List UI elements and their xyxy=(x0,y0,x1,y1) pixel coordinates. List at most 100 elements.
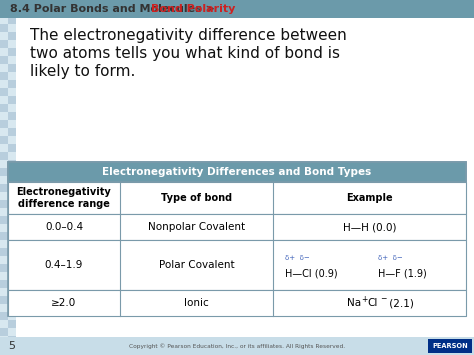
Bar xyxy=(240,152,248,160)
Bar xyxy=(120,144,128,152)
Bar xyxy=(120,200,128,208)
Bar xyxy=(176,176,184,184)
Bar xyxy=(128,304,136,312)
Bar xyxy=(464,64,472,72)
Bar xyxy=(104,168,112,176)
Bar xyxy=(120,264,128,272)
Bar xyxy=(400,264,408,272)
Bar xyxy=(208,64,216,72)
Bar xyxy=(416,352,424,355)
Bar xyxy=(168,136,176,144)
Bar xyxy=(312,320,320,328)
Bar xyxy=(176,304,184,312)
Bar xyxy=(0,200,8,208)
Bar xyxy=(176,200,184,208)
Bar xyxy=(112,24,120,32)
Bar xyxy=(288,88,296,96)
Bar xyxy=(272,344,280,352)
Bar xyxy=(80,208,88,216)
Bar xyxy=(432,16,440,24)
Bar xyxy=(224,0,232,8)
Bar xyxy=(416,200,424,208)
Bar xyxy=(8,296,16,304)
Bar xyxy=(192,208,200,216)
Bar xyxy=(472,112,474,120)
Bar xyxy=(16,56,24,64)
Bar xyxy=(328,184,336,192)
Bar xyxy=(392,112,400,120)
Bar xyxy=(304,136,312,144)
Bar xyxy=(280,232,288,240)
Bar xyxy=(456,88,464,96)
Bar xyxy=(440,32,448,40)
Bar xyxy=(392,184,400,192)
Bar xyxy=(408,80,416,88)
Bar xyxy=(8,0,16,8)
Bar xyxy=(216,56,224,64)
Bar xyxy=(424,352,432,355)
Bar xyxy=(456,104,464,112)
Bar xyxy=(304,344,312,352)
Bar xyxy=(312,40,320,48)
Bar xyxy=(424,136,432,144)
Bar xyxy=(248,120,256,128)
Bar xyxy=(72,16,80,24)
Bar xyxy=(424,256,432,264)
Bar xyxy=(456,0,464,8)
Bar xyxy=(256,56,264,64)
Bar xyxy=(184,280,192,288)
Bar xyxy=(456,280,464,288)
Bar xyxy=(88,288,96,296)
Bar xyxy=(192,320,200,328)
Bar xyxy=(24,200,32,208)
Bar xyxy=(472,248,474,256)
Bar xyxy=(280,240,288,248)
Bar xyxy=(112,320,120,328)
Bar xyxy=(72,104,80,112)
Bar xyxy=(272,96,280,104)
Bar xyxy=(96,160,104,168)
Bar xyxy=(16,216,24,224)
Bar xyxy=(360,16,368,24)
Bar xyxy=(352,320,360,328)
Bar xyxy=(416,160,424,168)
Bar xyxy=(248,8,256,16)
Bar xyxy=(232,168,240,176)
Bar xyxy=(264,296,272,304)
Bar xyxy=(288,296,296,304)
Bar xyxy=(0,24,8,32)
Bar xyxy=(72,320,80,328)
Bar xyxy=(432,8,440,16)
Bar xyxy=(456,248,464,256)
Bar xyxy=(384,0,392,8)
Bar xyxy=(416,320,424,328)
Bar xyxy=(416,144,424,152)
Bar xyxy=(352,160,360,168)
Bar xyxy=(32,168,40,176)
Bar xyxy=(160,304,168,312)
Bar xyxy=(400,136,408,144)
Bar xyxy=(336,232,344,240)
Text: −: − xyxy=(381,295,387,304)
Bar xyxy=(352,112,360,120)
Bar xyxy=(336,40,344,48)
Bar xyxy=(24,216,32,224)
Bar xyxy=(360,232,368,240)
Bar xyxy=(464,88,472,96)
Bar xyxy=(456,200,464,208)
Bar xyxy=(184,232,192,240)
Bar xyxy=(200,112,208,120)
Bar xyxy=(232,152,240,160)
Bar xyxy=(408,336,416,344)
Bar xyxy=(120,224,128,232)
Bar xyxy=(360,312,368,320)
Bar xyxy=(464,96,472,104)
Bar xyxy=(184,64,192,72)
Bar xyxy=(336,248,344,256)
Bar xyxy=(312,16,320,24)
Bar xyxy=(472,24,474,32)
Bar xyxy=(368,240,376,248)
Bar xyxy=(296,128,304,136)
Bar xyxy=(272,280,280,288)
Bar xyxy=(440,320,448,328)
